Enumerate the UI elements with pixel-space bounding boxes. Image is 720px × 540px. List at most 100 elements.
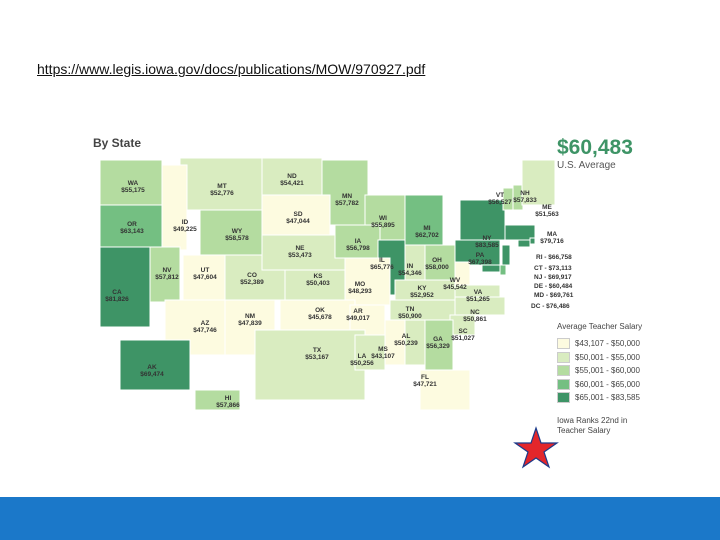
state-label: NJ - $69,917 <box>534 274 572 281</box>
state-salary: $53,473 <box>288 252 312 259</box>
state-salary: $47,839 <box>238 320 262 327</box>
state-abbr: IL <box>379 257 385 264</box>
state-region <box>424 244 456 281</box>
state-abbr: IN <box>407 263 414 270</box>
average-label: U.S. Average <box>557 160 616 171</box>
state-salary: $57,812 <box>155 274 179 281</box>
state-salary: $51,265 <box>466 296 490 303</box>
state-shapes <box>99 157 556 411</box>
state-abbr: FL <box>421 374 429 381</box>
state-abbr: IA <box>355 238 362 245</box>
state-salary: $50,900 <box>398 313 422 320</box>
state-salary: $49,225 <box>173 226 197 233</box>
state-salary: $45,542 <box>443 284 467 291</box>
state-abbr: WY <box>232 228 243 235</box>
state-salary: $47,604 <box>193 274 217 281</box>
state-abbr: VA <box>474 289 483 296</box>
state-salary: $56,527 <box>488 199 512 206</box>
state-salary: $55,175 <box>121 187 145 194</box>
legend-item: $50,001 - $55,000 <box>557 351 657 365</box>
state-region <box>454 296 506 316</box>
legend-label: $60,001 - $65,000 <box>575 379 640 389</box>
state-abbr: MO <box>355 281 365 288</box>
state-abbr: UT <box>201 267 210 274</box>
state-region <box>501 244 511 266</box>
state-region <box>119 339 191 391</box>
state-salary: $54,346 <box>398 270 422 277</box>
legend-item: $55,001 - $60,000 <box>557 364 657 378</box>
state-salary: $52,389 <box>240 279 264 286</box>
state-region <box>99 246 151 328</box>
state-salary: $48,293 <box>348 288 372 295</box>
source-link[interactable]: https://www.legis.iowa.gov/docs/publicat… <box>37 61 426 77</box>
state-abbr: TN <box>406 306 415 313</box>
state-abbr: ND <box>287 173 297 180</box>
state-salary: $83,585 <box>475 242 499 249</box>
state-salary: $50,256 <box>350 360 374 367</box>
state-salary: $57,833 <box>513 197 537 204</box>
legend-swatch <box>557 351 570 363</box>
legend-label: $55,001 - $60,000 <box>575 366 640 376</box>
state-abbr: AZ <box>201 320 210 327</box>
state-salary: $58,000 <box>425 264 449 271</box>
state-label: DE - $60,484 <box>534 283 573 290</box>
state-label: MD - $69,761 <box>534 292 574 299</box>
state-abbr: AK <box>147 364 157 371</box>
state-abbr: MA <box>547 231 557 238</box>
state-abbr: NH <box>520 190 530 197</box>
state-label: CT - $73,113 <box>534 265 572 272</box>
state-salary: $57,782 <box>335 200 359 207</box>
state-salary: $58,578 <box>225 235 249 242</box>
state-abbr: GA <box>433 336 443 343</box>
footer-bar <box>0 497 720 540</box>
legend-swatch <box>557 338 570 350</box>
state-abbr: SC <box>458 328 467 335</box>
state-label: DC - $76,486 <box>531 303 570 310</box>
state-label: RI - $66,758 <box>536 254 572 261</box>
state-salary: $69,474 <box>140 371 164 378</box>
state-salary: $45,678 <box>308 314 332 321</box>
state-salary: $65,776 <box>370 264 394 271</box>
state-abbr: MT <box>217 183 226 190</box>
state-salary: $67,398 <box>468 259 492 266</box>
legend-item: $60,001 - $65,000 <box>557 378 657 392</box>
state-abbr: OH <box>432 257 442 264</box>
state-abbr: ME <box>542 204 552 211</box>
state-region <box>529 237 536 245</box>
state-salary: $55,895 <box>371 222 395 229</box>
state-abbr: WV <box>450 277 461 284</box>
legend: Average Teacher Salary $43,107 - $50,000… <box>557 322 657 405</box>
state-region <box>161 164 188 251</box>
state-abbr: HI <box>225 395 232 402</box>
state-abbr: OK <box>315 307 325 314</box>
average-value: $60,483 <box>557 136 633 159</box>
state-salary: $50,861 <box>463 316 487 323</box>
state-abbr: CO <box>247 272 257 279</box>
state-region <box>199 209 263 256</box>
state-salary: $56,329 <box>426 343 450 350</box>
state-abbr: CA <box>112 289 122 296</box>
state-abbr: NY <box>482 235 492 242</box>
state-abbr: OR <box>127 221 137 228</box>
state-region <box>354 334 386 371</box>
state-abbr: MI <box>423 225 430 232</box>
state-salary: $52,952 <box>410 292 434 299</box>
state-abbr: PA <box>476 252 485 259</box>
state-abbr: WA <box>128 180 139 187</box>
state-abbr: NV <box>162 267 172 274</box>
state-region <box>254 329 366 401</box>
state-abbr: AL <box>402 333 411 340</box>
state-abbr: KS <box>313 273 323 280</box>
legend-item: $65,001 - $83,585 <box>557 391 657 405</box>
state-region <box>499 264 507 276</box>
state-abbr: MN <box>342 193 352 200</box>
state-abbr: LA <box>358 353 367 360</box>
state-salary: $51,563 <box>535 211 559 218</box>
rank-note: Iowa Ranks 22nd in Teacher Salary <box>557 416 628 435</box>
state-salary: $47,044 <box>286 218 310 225</box>
state-region <box>454 239 501 266</box>
state-region <box>419 369 471 411</box>
state-region <box>459 199 506 241</box>
state-abbr: MS <box>378 346 388 353</box>
